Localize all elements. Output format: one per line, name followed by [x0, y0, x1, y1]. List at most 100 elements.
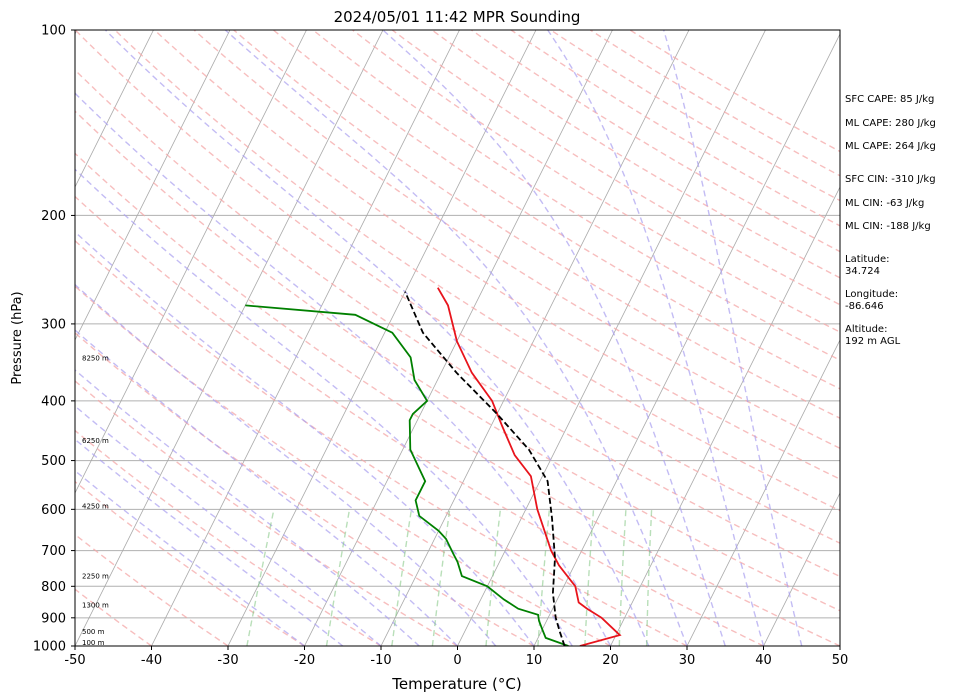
x-axis-ticks: -50 -40 -30 -20 -10 0 10 20 30 40 50: [64, 646, 848, 668]
mixing-ratio-line: [618, 509, 627, 646]
x-tick-label: -10: [370, 653, 391, 668]
x-tick-label: -30: [217, 653, 238, 668]
x-axis-label: Temperature (°C): [391, 675, 521, 693]
dry-adiabat: [471, 30, 840, 253]
height-label: 100 m: [82, 639, 105, 647]
moist-adiabats: [75, 30, 803, 646]
y-axis-ticks: 1000 900 800 700 600 500 400 300 200 100: [33, 24, 75, 655]
mixing-ratio-line: [431, 509, 451, 646]
ml-cape-text-1: ML CAPE: 280 J/kg: [845, 118, 936, 129]
ml-cin-text-1: ML CIN: -63 J/kg: [845, 198, 924, 209]
y-axis-label: Pressure (hPa): [10, 291, 25, 384]
latitude-label: Latitude:: [845, 254, 890, 265]
isotherm-line: [686, 339, 840, 646]
y-tick-label: 900: [41, 611, 66, 626]
dry-adiabat: [431, 30, 840, 279]
dry-adiabat: [114, 30, 840, 512]
dry-adiabat: [391, 30, 840, 306]
moist-adiabat: [75, 168, 573, 646]
dry-adiabat: [193, 30, 840, 450]
isotherm-line: [75, 30, 307, 494]
x-tick-label: 30: [679, 653, 696, 668]
ml-cape-text-2: ML CAPE: 264 J/kg: [845, 141, 936, 152]
moist-adiabat: [75, 283, 497, 646]
skewed-isotherms: [75, 30, 840, 646]
isotherm-line: [304, 30, 613, 646]
height-label: 1300 m: [82, 602, 109, 610]
altitude-value: 192 m AGL: [845, 336, 901, 347]
dry-adiabats: [75, 30, 840, 646]
y-tick-label: 600: [41, 503, 66, 518]
latitude-value: 34.724: [845, 266, 880, 277]
isotherm-line: [151, 30, 460, 646]
x-tick-label: -50: [64, 653, 85, 668]
dry-adiabat: [75, 380, 458, 646]
mixing-ratio-line: [485, 509, 502, 646]
moist-adiabat: [382, 30, 726, 646]
altitude-label: Altitude:: [845, 324, 887, 335]
sfc-cape-text: SFC CAPE: 85 J/kg: [845, 94, 934, 105]
y-tick-label: 100: [41, 24, 66, 39]
chart-title: 2024/05/01 11:42 MPR Sounding: [334, 8, 581, 26]
isotherm-line: [75, 30, 231, 341]
y-tick-label: 500: [41, 454, 66, 469]
temperature-profile: [437, 287, 622, 646]
dry-adiabat: [312, 30, 840, 361]
height-label: 8250 m: [82, 354, 109, 362]
x-tick-label: 40: [755, 653, 772, 668]
dry-adiabat: [352, 30, 840, 333]
dewpoint-profile: [245, 304, 569, 646]
dry-adiabat: [75, 69, 840, 578]
moist-adiabat: [75, 438, 344, 646]
x-tick-label: -20: [294, 653, 315, 668]
moist-adiabat: [75, 230, 535, 646]
moist-adiabat: [547, 30, 765, 646]
isotherm-line: [75, 30, 154, 188]
mixing-ratio-line: [391, 509, 413, 646]
isotherm-line: [763, 492, 840, 646]
isotherm-line: [533, 33, 840, 646]
dry-adiabat: [550, 30, 840, 202]
isobar-grid: [75, 30, 840, 646]
dry-adiabat: [75, 195, 764, 646]
moist-adiabat: [75, 405, 382, 646]
x-tick-label: 50: [832, 653, 849, 668]
sounding-info-panel: SFC CAPE: 85 J/kg ML CAPE: 280 J/kg ML C…: [845, 94, 936, 347]
sounding-profiles: [245, 287, 622, 646]
x-tick-label: 20: [602, 653, 619, 668]
sfc-cin-text: SFC CIN: -310 J/kg: [845, 174, 936, 185]
isotherm-line: [457, 30, 766, 646]
height-label: 4250 m: [82, 502, 109, 510]
dry-adiabat: [75, 30, 840, 544]
isotherm-line: [380, 30, 690, 646]
dry-adiabat: [629, 30, 840, 153]
isotherm-line: [75, 30, 384, 646]
y-tick-label: 1000: [33, 640, 66, 655]
height-labels: 100 m 500 m 1300 m 2250 m 4250 m 6250 m 8250 m: [82, 354, 109, 647]
y-tick-label: 200: [41, 209, 66, 224]
moist-adiabat: [75, 329, 458, 646]
ml-cin-text-2: ML CIN: -188 J/kg: [845, 221, 931, 232]
height-label: 500 m: [82, 628, 105, 636]
dry-adiabat: [510, 30, 840, 227]
mixing-ratio-line: [645, 509, 653, 646]
height-label: 2250 m: [82, 573, 109, 581]
mixing-ratio-line: [325, 509, 351, 646]
x-tick-label: 10: [526, 653, 543, 668]
dry-adiabat: [75, 332, 535, 646]
dry-adiabat: [75, 533, 229, 646]
moist-adiabat: [75, 469, 305, 646]
y-tick-label: 800: [41, 580, 66, 595]
isotherm-line: [610, 186, 840, 646]
moist-adiabat: [75, 369, 420, 646]
dry-adiabat: [75, 480, 305, 646]
moist-adiabat: [75, 92, 612, 646]
y-tick-label: 700: [41, 544, 66, 559]
dry-adiabat: [75, 152, 840, 646]
dry-adiabat: [75, 110, 840, 612]
dry-adiabat: [233, 30, 840, 419]
x-tick-label: -40: [141, 653, 162, 668]
longitude-value: -86.646: [845, 301, 884, 312]
dry-adiabat: [589, 30, 840, 177]
